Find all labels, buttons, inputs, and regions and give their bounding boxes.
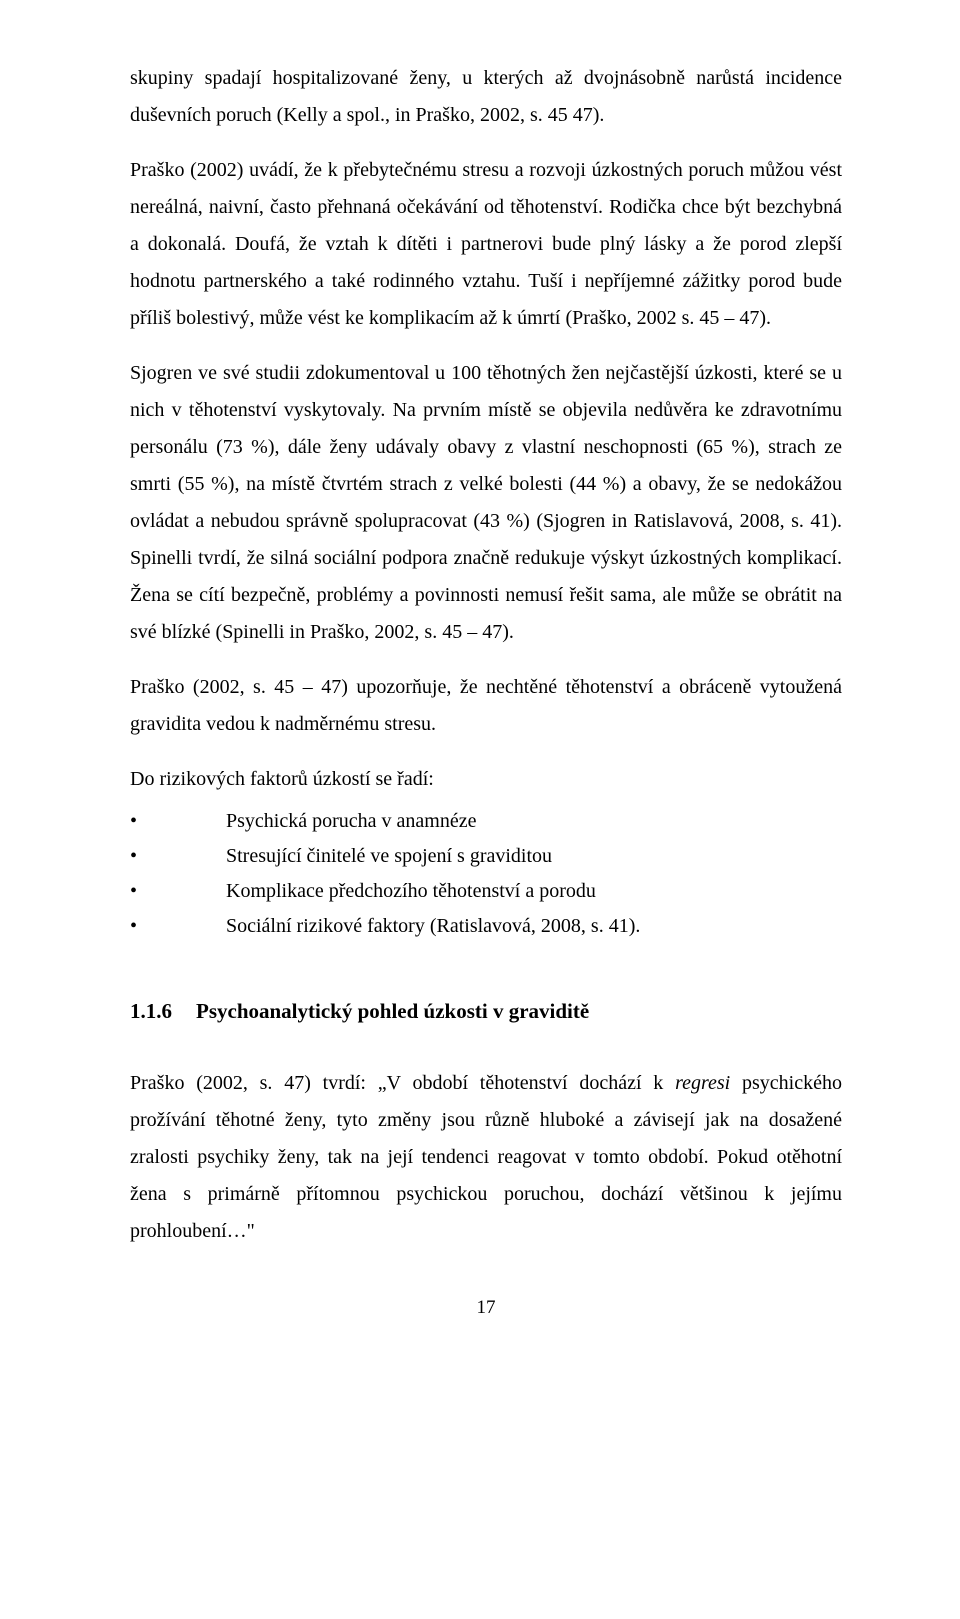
list-item: Sociální rizikové faktory (Ratislavová, … bbox=[130, 909, 842, 944]
paragraph-quote: Praško (2002, s. 47) tvrdí: „V období tě… bbox=[130, 1065, 842, 1250]
heading-number: 1.1.6 bbox=[130, 992, 172, 1031]
list-intro: Do rizikových faktorů úzkostí se řadí: bbox=[130, 761, 842, 798]
heading-text: Psychoanalytický pohled úzkosti v gravid… bbox=[196, 999, 589, 1023]
list-item: Komplikace předchozího těhotenství a por… bbox=[130, 874, 842, 909]
quote-italic: regresi bbox=[675, 1072, 730, 1094]
list-item: Stresující činitelé ve spojení s gravidi… bbox=[130, 839, 842, 874]
quote-text-a: Praško (2002, s. 47) tvrdí: „V období tě… bbox=[130, 1072, 675, 1094]
section-heading: 1.1.6 Psychoanalytický pohled úzkosti v g… bbox=[130, 992, 842, 1031]
paragraph-4: Praško (2002, s. 45 – 47) upozorňuje, že… bbox=[130, 669, 842, 743]
page-number: 17 bbox=[130, 1290, 842, 1325]
quote-text-b: psychického prožívání těhotné ženy, tyto… bbox=[130, 1072, 842, 1242]
list-item: Psychická porucha v anamnéze bbox=[130, 804, 842, 839]
paragraph-2: Praško (2002) uvádí, že k přebytečnému s… bbox=[130, 152, 842, 337]
paragraph-3: Sjogren ve své studii zdokumentoval u 10… bbox=[130, 355, 842, 651]
risk-factor-list: Psychická porucha v anamnéze Stresující … bbox=[130, 804, 842, 944]
paragraph-1: skupiny spadají hospitalizované ženy, u … bbox=[130, 60, 842, 134]
